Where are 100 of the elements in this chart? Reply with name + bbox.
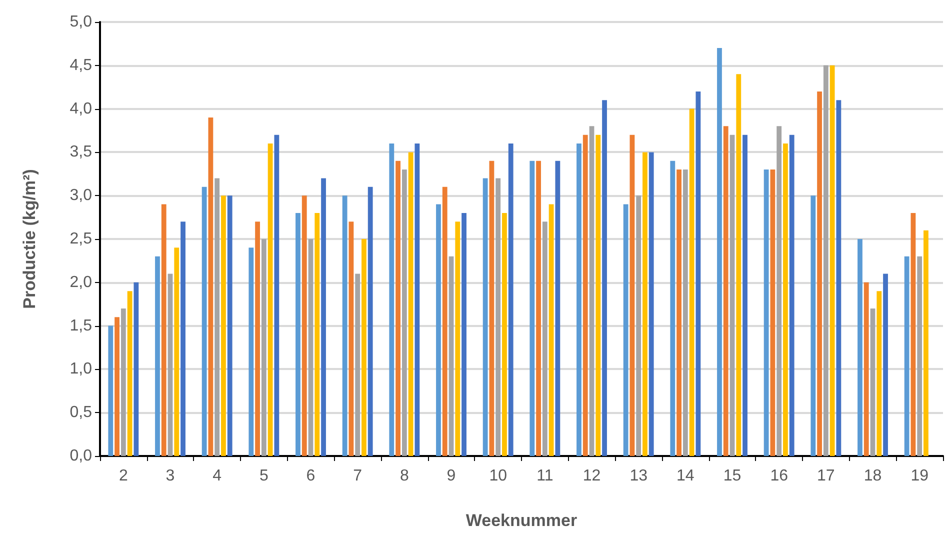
bar [917,256,922,456]
y-tick-label: 1,0 [70,360,92,378]
x-tick-label: 11 [536,468,554,484]
bar [108,326,114,456]
bar [161,204,166,456]
bar [555,160,560,456]
bar [414,144,420,456]
bar [836,100,842,456]
bar [870,308,876,456]
x-tick-label: 8 [400,468,409,484]
bar [502,212,507,456]
x-tick-label: 18 [864,468,882,484]
y-tick-label: 4,5 [70,56,92,74]
bar [396,160,400,456]
bar [496,178,501,456]
bar [302,196,307,456]
x-tick-label: 12 [582,468,601,484]
bar [676,170,682,456]
x-tick-label: 7 [353,468,362,484]
bar [830,65,835,456]
bar [542,222,548,456]
x-axis-title: Weeknummer [466,511,578,530]
bar [864,282,869,456]
bar [548,204,554,456]
bar [689,108,694,456]
bar [717,48,722,456]
bar [448,256,454,456]
bar [342,196,348,456]
x-tick-label: 9 [446,468,456,484]
y-tick-label: 3,5 [70,144,92,161]
bar [589,126,594,456]
bar [321,178,326,456]
bar [789,134,794,456]
bar [296,212,300,456]
bar [508,144,514,456]
bar [530,160,535,456]
bar [355,274,360,456]
y-tick-label: 0,5 [70,404,92,422]
x-tick-label: 2 [118,468,128,484]
x-tick-label: 19 [910,468,929,484]
bar [268,144,273,456]
bar [274,134,280,456]
bar [602,100,607,456]
bar [776,126,782,456]
bar [582,134,588,456]
bar [489,160,494,456]
bar [389,144,394,456]
bar [817,91,822,456]
bar [255,222,260,456]
bar [155,256,160,456]
x-tick-label: 14 [676,468,694,484]
y-tick-label: 3,0 [70,187,92,204]
bar [348,222,354,456]
bar [314,212,320,456]
bar [408,152,414,456]
bar [730,134,735,456]
x-tick-label: 10 [489,468,508,484]
bar [623,204,628,456]
x-tick-label: 17 [817,468,835,484]
bar [823,65,828,456]
bar [883,274,888,456]
bar [455,222,460,456]
bar [114,317,120,456]
bar [368,186,373,456]
bar [308,239,314,456]
bar [636,196,642,456]
bar [120,308,126,456]
bar [402,170,407,456]
bar [783,144,788,456]
bar [462,212,466,456]
bar [436,204,441,456]
bar [670,160,676,456]
bar [362,239,366,456]
bar [924,230,928,456]
bar [630,134,635,456]
x-tick-label: 4 [212,468,222,484]
bar [810,196,816,456]
bar [642,152,648,456]
bar [168,274,173,456]
bar [174,248,180,456]
bar [596,134,601,456]
bar [227,196,232,456]
bar [904,256,910,456]
bar [202,186,207,456]
bar [127,291,132,456]
y-tick-label: 2,0 [70,274,92,291]
x-tick-label: 3 [166,468,175,484]
y-tick-label: 5,0 [70,14,92,30]
y-tick-label: 1,5 [70,317,92,334]
bar [442,186,448,456]
bar [221,196,226,456]
bar [180,222,186,456]
bar [764,170,769,456]
bar [214,178,220,456]
bar [248,248,254,456]
y-tick-label: 2,5 [70,230,92,248]
x-tick-label: 16 [770,468,788,484]
y-axis-title: Productie (kg/m²) [20,169,39,309]
bar [723,126,728,456]
x-tick-label: 15 [723,468,742,484]
